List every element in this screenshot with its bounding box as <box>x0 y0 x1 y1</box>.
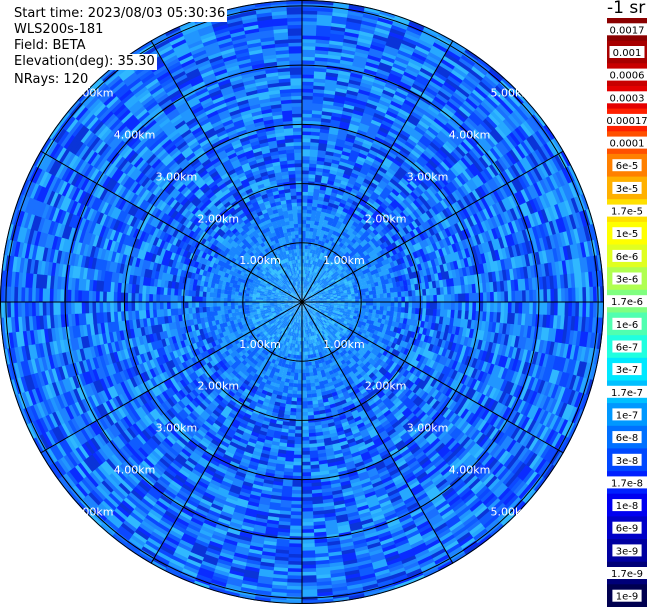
ring-label-2-0: 2.00km <box>198 212 240 225</box>
colorbar-unit-label: -1 sr <box>607 0 646 18</box>
ring-label-5-3: 5.00km <box>491 505 533 518</box>
radial-line-30 <box>301 40 454 303</box>
colorbar-label-12: 1.7e-6 <box>611 297 643 308</box>
colorbar-label-14: 6e-7 <box>616 343 639 354</box>
ring-label-4-0: 4.00km <box>114 129 156 142</box>
colorbar-label-8: 1.7e-5 <box>611 207 643 218</box>
colorbar-label-4: 0.00017 <box>606 116 647 127</box>
start-time-label: Start time: 2023/08/03 05:30:36 <box>12 6 228 22</box>
field-label: Field: BETA <box>12 38 88 54</box>
colorbar-label-5: 0.0001 <box>610 139 645 150</box>
radial-line-330 <box>150 40 303 303</box>
colorbar-label-7: 3e-5 <box>616 184 639 195</box>
colorbar-label-3: 0.0003 <box>610 93 645 104</box>
colorbar-label-22: 6e-9 <box>616 524 639 535</box>
ring-label-1-1: 1.00km <box>323 254 365 267</box>
colorbar-label-18: 6e-8 <box>616 433 639 444</box>
ring-labels: 1.00km 1.00km 1.00km 1.00km 2.00km 2.00km 2.00… <box>72 87 532 519</box>
colorbar-label-23: 3e-9 <box>616 546 639 557</box>
range-grid <box>0 0 604 604</box>
nrays-label: NRays: 120 <box>12 72 91 88</box>
elevation-label: Elevation(deg): 35.30 <box>12 54 157 70</box>
colorbar: 0.0017 0.001 0.0006 0.0003 0.00017 0.0001 6e-5… <box>605 0 647 607</box>
ring-label-2-3: 2.00km <box>365 380 407 393</box>
colorbar-label-13: 1e-6 <box>616 320 639 331</box>
ring-label-5-1: 5.00km <box>491 87 533 100</box>
ring-label-4-1: 4.00km <box>449 129 491 142</box>
ppi-plot: 1.00km 1.00km 1.00km 1.00km 2.00km 2.00km 2.00… <box>0 0 604 604</box>
radial-line-150 <box>301 301 454 564</box>
ring-label-1-2: 1.00km <box>239 338 281 351</box>
ring-label-2-2: 2.00km <box>198 380 240 393</box>
colorbar-label-6: 6e-5 <box>616 161 639 172</box>
colorbar-label-1: 0.001 <box>613 48 642 59</box>
ring-label-4-2: 4.00km <box>114 464 156 477</box>
colorbar-label-10: 6e-6 <box>616 252 639 263</box>
colorbar-label-0: 0.0017 <box>610 25 645 36</box>
ring-label-1-0: 1.00km <box>239 254 281 267</box>
colorbar-label-24: 1.7e-9 <box>611 569 643 580</box>
ring-label-3-3: 3.00km <box>407 422 449 435</box>
ring-label-5-0: 5.00km <box>72 87 114 100</box>
radial-line-240 <box>40 301 303 454</box>
radial-line-60 <box>301 150 564 303</box>
radial-line-210 <box>150 301 303 564</box>
colorbar-label-9: 1e-5 <box>616 229 639 240</box>
radial-line-300 <box>40 150 303 303</box>
colorbar-label-19: 3e-8 <box>616 456 639 467</box>
ring-label-1-3: 1.00km <box>323 338 365 351</box>
colorbar-label-21: 1e-8 <box>616 501 639 512</box>
ring-label-3-2: 3.00km <box>156 422 198 435</box>
colorbar-label-2: 0.0006 <box>610 71 645 82</box>
colorbar-label-25: 1e-9 <box>616 592 639 603</box>
colorbar-label-16: 1.7e-7 <box>611 388 643 399</box>
colorbar-label-15: 3e-7 <box>616 365 639 376</box>
instrument-label: WLS200s-181 <box>12 22 106 38</box>
ring-label-4-3: 4.00km <box>449 464 491 477</box>
ring-label-3-1: 3.00km <box>407 170 449 183</box>
radial-line-120 <box>301 301 564 454</box>
ring-label-2-1: 2.00km <box>365 212 407 225</box>
colorbar-label-17: 1e-7 <box>616 410 639 421</box>
ring-label-3-0: 3.00km <box>156 170 198 183</box>
colorbar-label-11: 3e-6 <box>616 275 639 286</box>
ring-label-5-2: 5.00km <box>72 505 114 518</box>
colorbar-label-20: 1.7e-8 <box>611 478 643 489</box>
